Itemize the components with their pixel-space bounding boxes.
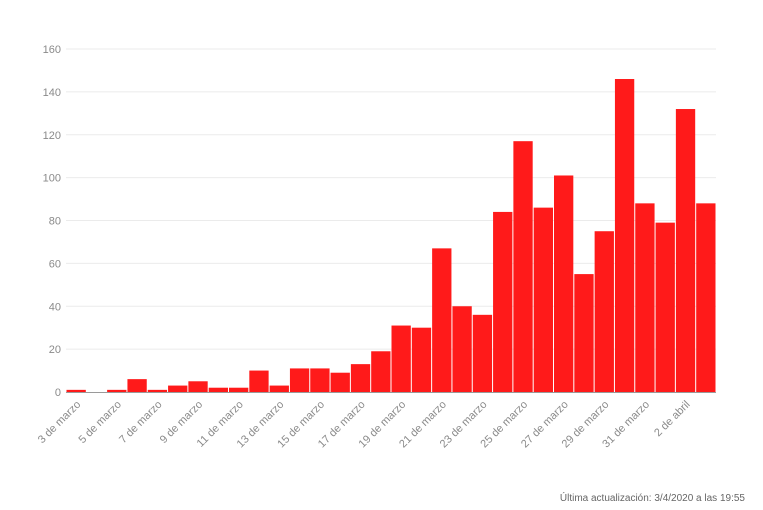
x-tick-label: 3 de marzo — [36, 399, 83, 446]
bar — [229, 387, 249, 392]
bar — [432, 248, 452, 392]
last-update-note: Última actualización: 3/4/2020 a las 19:… — [559, 493, 745, 504]
bar — [411, 327, 432, 392]
y-tick-label: 80 — [49, 216, 61, 228]
y-tick-label: 60 — [49, 258, 61, 270]
y-tick-label: 20 — [49, 344, 61, 356]
bar — [66, 389, 86, 392]
y-tick-label: 120 — [43, 130, 61, 142]
bar — [675, 109, 696, 393]
y-tick-label: 0 — [55, 387, 61, 399]
bar — [147, 389, 168, 392]
bars — [66, 79, 716, 393]
bar — [289, 368, 310, 392]
bar — [655, 222, 675, 392]
bar — [574, 274, 594, 392]
bar — [310, 368, 330, 392]
x-tick-label: 2 de abril — [652, 399, 692, 439]
bar — [635, 203, 655, 392]
bar — [330, 372, 350, 392]
bar — [188, 381, 208, 392]
y-tick-label: 40 — [49, 301, 61, 313]
bar — [269, 385, 289, 392]
bar — [350, 364, 371, 392]
bar — [371, 351, 391, 392]
bar — [249, 370, 269, 392]
bar — [513, 141, 533, 392]
x-tick-label: 5 de marzo — [77, 399, 124, 446]
bar — [208, 387, 228, 392]
bar — [391, 325, 411, 392]
bar — [472, 314, 493, 392]
bar — [168, 385, 188, 392]
bar — [107, 389, 127, 392]
bar — [614, 79, 635, 392]
bar — [452, 306, 472, 392]
bar — [554, 175, 574, 392]
y-tick-label: 140 — [43, 87, 61, 99]
bar — [533, 207, 553, 392]
bar — [696, 203, 716, 392]
bar — [594, 231, 614, 392]
y-tick-label: 100 — [43, 173, 61, 185]
gridlines — [66, 48, 716, 350]
y-tick-label: 160 — [43, 44, 61, 56]
bar — [493, 211, 513, 392]
x-tick-label: 7 de marzo — [117, 399, 164, 446]
bar — [127, 379, 147, 392]
